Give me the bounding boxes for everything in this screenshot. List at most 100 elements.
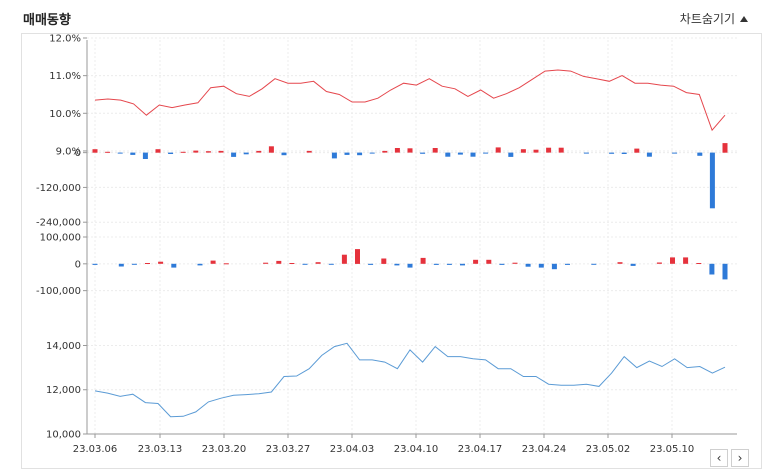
bars2-bar (709, 263, 715, 275)
bars2-bar (486, 259, 492, 264)
prev-button[interactable]: ‹ (710, 449, 728, 467)
bars2-bar (551, 263, 557, 270)
bars1-bar (697, 152, 703, 156)
bars1-bar (470, 152, 476, 157)
bars2-bar (407, 263, 413, 268)
bars2-bar (223, 263, 229, 265)
bars2-bar (630, 263, 636, 266)
bars1-bar (483, 152, 489, 154)
chart-frame (21, 33, 762, 469)
y-tick-label: 100,000 (40, 233, 81, 244)
bars1-bar (117, 152, 123, 154)
bars1-bar (231, 152, 237, 157)
bars2-bar (696, 263, 702, 264)
bars2-bar (538, 263, 544, 268)
bars1-bar (407, 148, 413, 153)
bars1-bar (268, 146, 274, 153)
x-tick-label: 23.03.27 (266, 444, 311, 455)
bars2-bar (591, 263, 597, 265)
hide-chart-label: 차트숨기기 (679, 12, 735, 26)
bars1-bar (508, 152, 514, 157)
bars1-bar (155, 149, 161, 153)
bars2-bar (394, 263, 400, 266)
bars2-bar (617, 262, 623, 264)
y-tick-label: -120,000 (36, 183, 81, 194)
bars2-bar (315, 262, 321, 264)
x-tick-label: 23.04.10 (394, 444, 439, 455)
x-tick-label: 23.05.02 (586, 444, 631, 455)
next-button[interactable]: › (731, 449, 749, 467)
bars2-bar (328, 263, 334, 265)
bars1-bar (722, 143, 728, 153)
bars2-bar (446, 263, 452, 265)
section-title: 매매동향 (23, 13, 71, 28)
bars1-bar (495, 147, 501, 153)
bars2-bar (276, 260, 282, 264)
y-tick-label: -100,000 (36, 286, 81, 297)
bars1-bar (180, 151, 186, 153)
bars1-bar (205, 151, 211, 153)
bars1-bar (92, 149, 98, 153)
bars1-bar (193, 150, 199, 153)
bars1-bar (331, 152, 337, 159)
y-tick-label: 0 (75, 259, 81, 270)
bars1-bar (105, 151, 111, 153)
bars1-bar (432, 148, 438, 153)
bars2-bar (302, 263, 308, 265)
bars1-bar (558, 147, 564, 153)
y-tick-label: -240,000 (36, 218, 81, 229)
price-series-line (94, 342, 726, 418)
bars2-bar (656, 262, 662, 264)
bars2-bar (341, 254, 347, 264)
bars2-bar (289, 263, 295, 264)
x-tick-label: 23.03.13 (138, 444, 183, 455)
y-tick-label: 0 (75, 148, 81, 159)
triangle-up-icon (740, 15, 748, 22)
bars1-bar (357, 152, 363, 156)
bars2-bar (420, 257, 426, 264)
bars1-bar (609, 152, 615, 154)
bars2-bar (381, 258, 387, 264)
y-tick-label: 12,000 (46, 385, 81, 396)
y-tick-label: 12.0% (49, 34, 81, 45)
y-tick-label: 9.0% (56, 146, 81, 157)
bars1-bar (369, 152, 375, 154)
y-tick-label: 10,000 (46, 430, 81, 441)
bars1-bar (382, 150, 388, 153)
bars1-bar (306, 150, 312, 153)
y-tick-label: 11.0% (49, 71, 81, 82)
bars2-bar (565, 263, 570, 265)
bars2-bar (263, 262, 269, 264)
x-tick-label: 23.03.20 (202, 444, 247, 455)
bars1-bar (142, 152, 148, 159)
bars1-bar (243, 152, 249, 155)
y-tick-label: 14,000 (46, 341, 81, 352)
bars1-bar (344, 152, 350, 155)
bars1-bar (672, 152, 678, 154)
bars1-bar (130, 152, 136, 155)
hide-chart-toggle[interactable]: 차트숨기기 (680, 10, 748, 27)
bars1-bar (457, 152, 463, 155)
chart-nav: ‹ › (707, 449, 749, 467)
bars1-bar (533, 149, 539, 153)
bars1-bar (621, 152, 627, 154)
bars1-bar (634, 148, 640, 153)
bars2-bar (368, 263, 374, 265)
bars1-bar (445, 152, 451, 157)
bars2-bar (433, 263, 439, 265)
bars2-bar (473, 259, 479, 264)
bars1-bar (256, 150, 262, 153)
bars1-bar (281, 152, 287, 156)
bars2-bar (499, 263, 505, 265)
bars2-bar (197, 263, 203, 266)
bars2-bar (525, 263, 531, 267)
x-tick-label: 23.03.06 (73, 444, 118, 455)
ratio-series-line (94, 69, 726, 132)
bars2-bar (118, 263, 124, 267)
bars2-bar (355, 249, 360, 264)
bars1-bar (420, 152, 426, 154)
bars2-bar (145, 263, 150, 264)
bars2-bar (92, 263, 98, 265)
bars2-bar (131, 263, 137, 265)
bars1-bar (546, 147, 552, 153)
